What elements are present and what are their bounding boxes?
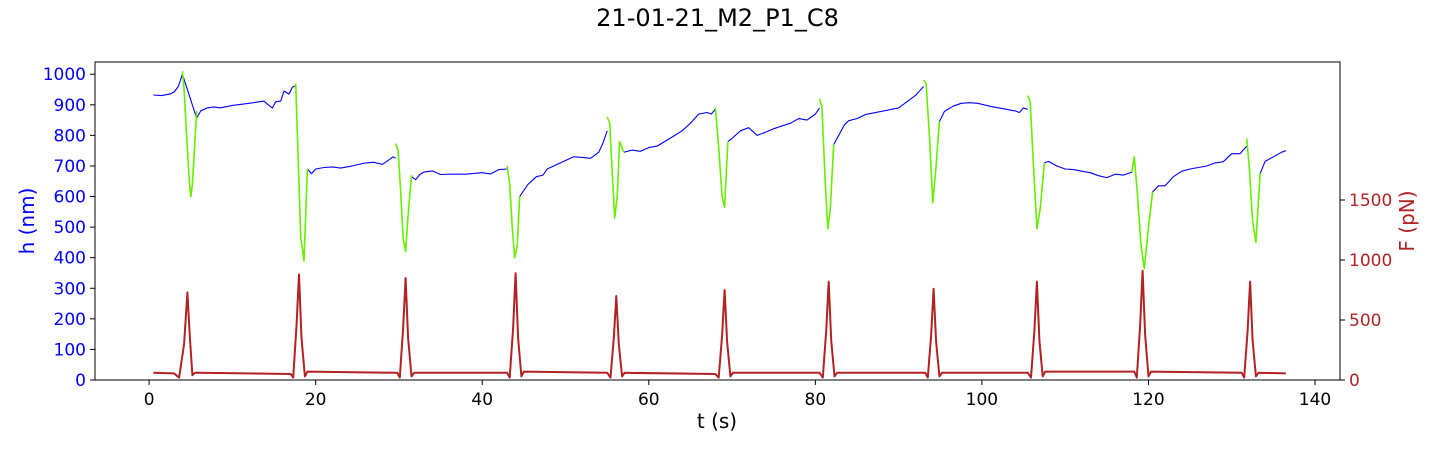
x-tick-label: 140 (1299, 390, 1331, 410)
series-line-12 (294, 83, 309, 262)
series-line-16 (714, 107, 729, 208)
series-line-4 (623, 109, 716, 153)
series-line-0 (153, 73, 296, 119)
y-left-tick-label: 400 (54, 249, 86, 269)
series-line-7 (938, 102, 1028, 122)
y-left-tick-label: 500 (54, 218, 86, 238)
series-line-17 (818, 98, 835, 230)
series-line-3 (519, 130, 608, 197)
x-tick-label: 100 (966, 390, 998, 410)
series-line-15 (606, 116, 625, 219)
series-line-2 (411, 168, 508, 181)
y-right-tick-label: 500 (1349, 311, 1381, 331)
y-left-tick-label: 900 (54, 96, 86, 116)
x-tick-label: 60 (638, 390, 660, 410)
y-left-tick-label: 300 (54, 279, 86, 299)
series-line-18 (922, 79, 941, 204)
plot-lines (153, 71, 1287, 379)
y-axis-left-label: h (nm) (15, 188, 39, 255)
x-axis-label: t (s) (697, 409, 737, 433)
series-line-22 (153, 269, 1286, 379)
series-line-11 (181, 71, 198, 198)
series-line-5 (727, 107, 820, 142)
series-line-13 (394, 143, 413, 253)
plot-frame (94, 61, 1341, 381)
y-left-tick-label: 700 (54, 157, 86, 177)
x-tick-label: 80 (805, 390, 827, 410)
y-axis-left: 0 100 200 300 400 500 600 700 800 900 1000 (43, 65, 95, 391)
series-line-6 (833, 86, 925, 145)
y-left-tick-label: 100 (54, 340, 86, 360)
series-line-9 (1152, 145, 1248, 193)
x-tick-label: 40 (471, 390, 493, 410)
series-line-21 (1245, 138, 1261, 244)
series-line-8 (1044, 160, 1132, 179)
y-right-tick-label: 0 (1349, 371, 1360, 391)
series-line-19 (1026, 95, 1046, 230)
y-left-tick-label: 200 (54, 310, 86, 330)
y-left-tick-label: 800 (54, 126, 86, 146)
y-right-tick-label: 1000 (1349, 251, 1392, 271)
series-line-10 (1259, 150, 1287, 174)
series-line-14 (506, 165, 521, 259)
series-line-20 (1131, 156, 1154, 270)
y-axis-right-label: F (pN) (1395, 190, 1419, 251)
y-left-tick-label: 1000 (43, 65, 86, 85)
y-left-tick-label: 0 (75, 371, 86, 391)
x-tick-label: 120 (1132, 390, 1164, 410)
y-right-tick-label: 1500 (1349, 191, 1392, 211)
x-tick-label: 20 (305, 390, 327, 410)
x-axis: 0 20 40 60 80 100 120 140 (144, 380, 1331, 410)
x-tick-label: 0 (144, 390, 155, 410)
y-axis-right: 0 500 1000 1500 (1340, 191, 1392, 391)
series-line-1 (306, 156, 396, 175)
chart-title: 21-01-21_M2_P1_C8 (596, 4, 839, 32)
y-left-tick-label: 600 (54, 188, 86, 208)
